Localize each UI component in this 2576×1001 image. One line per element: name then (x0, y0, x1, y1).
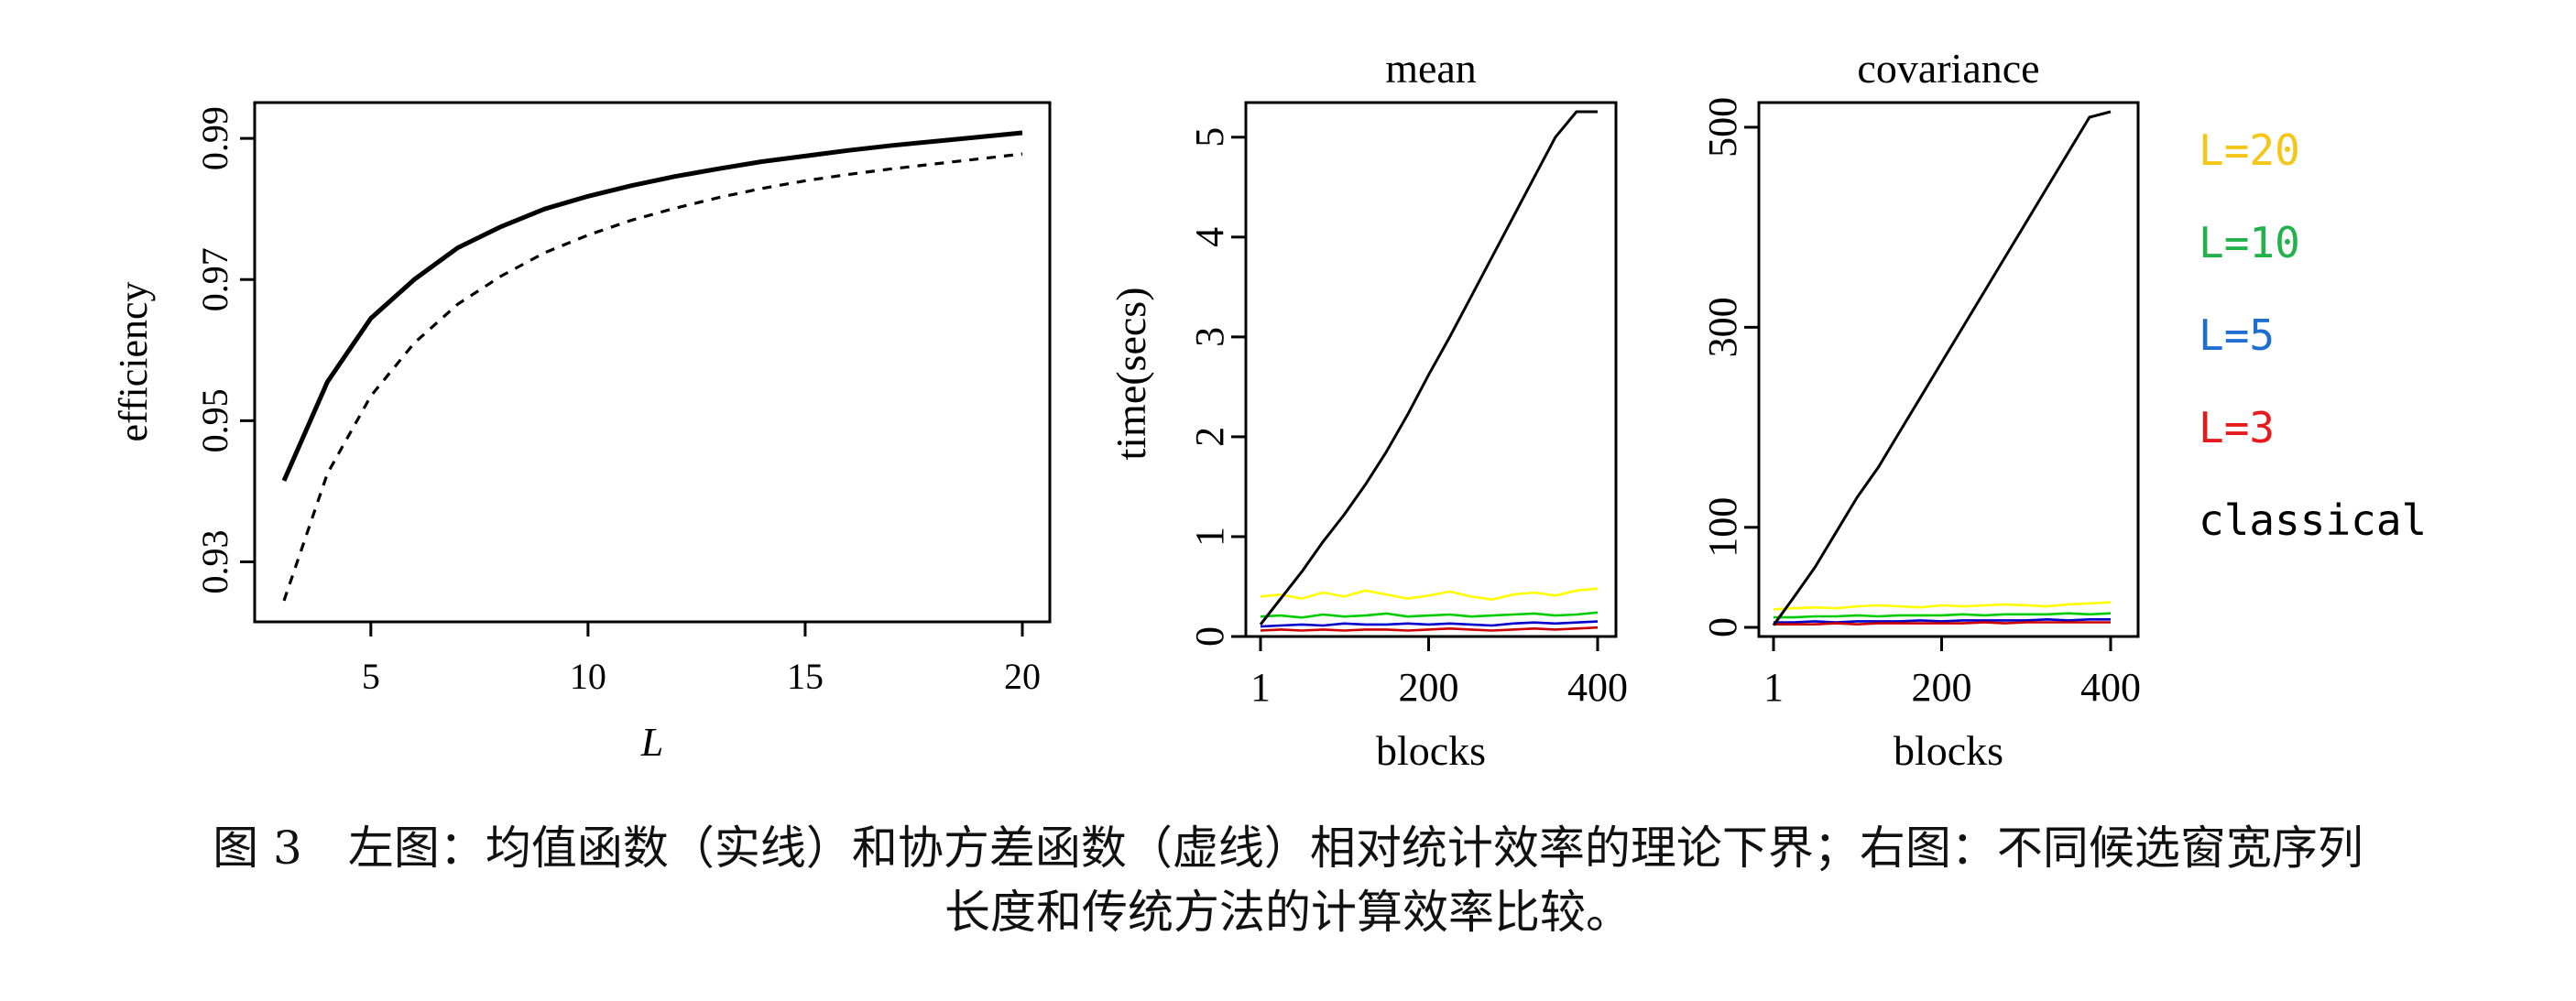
legend: L=20 L=10 L=5 L=3 classical (2199, 125, 2427, 545)
mean-series-l-5 (1260, 620, 1599, 628)
covariance-x-tick-label: 400 (2080, 665, 2141, 710)
covariance-y-tick-label: 100 (1700, 497, 1745, 558)
mean-y-tick-label: 2 (1187, 427, 1232, 447)
covariance-series-l-5 (1774, 617, 2111, 624)
efficiency-panel: 5 10 15 20 0.93 0.95 0.97 0.99 L efficiency (111, 101, 1052, 765)
mean-x-ticks: 1 200 400 (1250, 637, 1628, 710)
mean-x-tick-label: 400 (1567, 665, 1628, 710)
efficiency-y-tick-label: 0.99 (194, 106, 235, 170)
covariance-y-ticks: 0 100 300 500 (1700, 97, 1759, 637)
efficiency-plot-frame (253, 101, 1052, 624)
mean-title: mean (1385, 45, 1477, 92)
efficiency-y-tick-label: 0.97 (194, 247, 235, 311)
mean-series-l-3 (1260, 626, 1599, 632)
legend-entry-l-20: L=20 (2199, 125, 2300, 175)
mean-series-classical (1259, 110, 1598, 626)
covariance-y-tick-label: 0 (1700, 617, 1745, 637)
covariance-panel: 1 200 400 0 100 300 500 covariance blocks (1700, 45, 2141, 774)
mean-y-tick-label: 4 (1187, 227, 1232, 247)
efficiency-x-tick-label: 5 (362, 656, 380, 697)
figure-caption-line-2: 长度和传统方法的计算效率比较。 (944, 886, 1632, 939)
efficiency-series-dashed-curve (282, 152, 1023, 602)
efficiency-x-axis-label: L (640, 720, 663, 765)
covariance-x-tick-label: 200 (1912, 665, 1972, 710)
legend-entry-l-3: L=3 (2199, 403, 2275, 452)
efficiency-y-tick-label: 0.93 (194, 529, 235, 593)
covariance-x-axis-label: blocks (1894, 727, 2003, 774)
efficiency-x-tick-label: 20 (1004, 656, 1041, 697)
covariance-series-l-20 (1773, 601, 2112, 611)
efficiency-y-ticks: 0.93 0.95 0.97 0.99 (194, 106, 255, 593)
mean-y-tick-label: 5 (1187, 127, 1232, 147)
efficiency-series-solid-curve (281, 130, 1023, 482)
efficiency-x-ticks: 5 10 15 20 (362, 622, 1041, 697)
legend-entry-l-5: L=5 (2199, 310, 2275, 360)
figure-caption-line-1: 图 3 左图：均值函数（实线）和协方差函数（虚线）相对统计效率的理论下界；右图：… (213, 821, 2363, 875)
covariance-x-tick-label: 1 (1763, 665, 1784, 710)
efficiency-y-axis-label: efficiency (111, 281, 156, 441)
efficiency-x-tick-label: 15 (787, 656, 824, 697)
mean-y-ticks: 0 1 2 3 4 5 (1187, 127, 1246, 647)
covariance-lines (1772, 110, 2112, 626)
mean-y-tick-label: 0 (1187, 626, 1232, 647)
legend-entry-classical: classical (2199, 495, 2427, 545)
efficiency-y-tick-label: 0.95 (194, 388, 235, 452)
mean-y-axis-label: time(secs) (1108, 287, 1154, 460)
covariance-series-classical (1772, 110, 2112, 626)
covariance-series-l-10 (1774, 612, 2112, 619)
covariance-y-tick-label: 500 (1700, 97, 1745, 158)
mean-x-axis-label: blocks (1376, 727, 1486, 774)
mean-series-l-10 (1260, 611, 1599, 619)
mean-x-tick-label: 1 (1250, 665, 1271, 710)
covariance-series-l-3 (1774, 621, 2111, 626)
legend-entry-l-10: L=10 (2199, 218, 2300, 267)
mean-x-tick-label: 200 (1399, 665, 1459, 710)
covariance-y-tick-label: 300 (1700, 297, 1745, 357)
covariance-title: covariance (1857, 45, 2039, 92)
efficiency-x-tick-label: 10 (570, 656, 606, 697)
mean-series-l-20 (1260, 587, 1599, 602)
mean-plot-frame (1244, 101, 1618, 638)
covariance-x-ticks: 1 200 400 (1763, 637, 2141, 710)
mean-y-tick-label: 3 (1187, 327, 1232, 347)
mean-lines (1259, 110, 1599, 632)
covariance-plot-frame (1757, 101, 2140, 638)
mean-y-tick-label: 1 (1187, 527, 1232, 547)
efficiency-lines (281, 130, 1023, 602)
